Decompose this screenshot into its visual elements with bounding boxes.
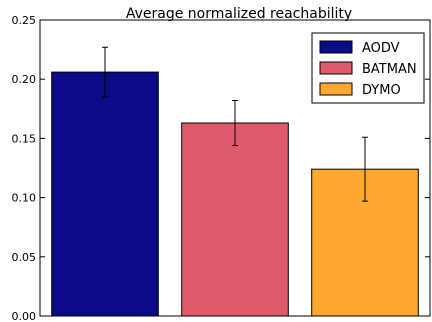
axes-group: 0.00 0.05 0.10 0.15 0.20 0.25 bbox=[12, 14, 431, 322]
bar-aodv bbox=[51, 71, 159, 317]
legend-swatch-aodv bbox=[319, 40, 353, 54]
y-tick-label: 0.05 bbox=[12, 251, 37, 264]
y-tick-label: 0.00 bbox=[12, 310, 37, 322]
legend-label-batman: BATMAN bbox=[362, 62, 417, 77]
bars-group bbox=[51, 71, 419, 317]
legend-swatch-batman bbox=[319, 61, 353, 75]
y-tick-label: 0.10 bbox=[12, 192, 37, 205]
legend-label-dymo: DYMO bbox=[362, 83, 401, 98]
error-bars-group bbox=[102, 46, 368, 202]
y-tick-label: 0.15 bbox=[12, 132, 37, 145]
chart-title: Average normalized reachability bbox=[126, 6, 352, 22]
bar-batman bbox=[181, 122, 289, 317]
y-tick-label: 0.25 bbox=[12, 14, 37, 27]
plot-frame bbox=[39, 19, 431, 317]
y-tick-label: 0.20 bbox=[12, 73, 37, 86]
legend: AODV BATMAN DYMO bbox=[311, 32, 425, 104]
legend-swatch-dymo bbox=[319, 82, 353, 96]
legend-label-aodv: AODV bbox=[362, 41, 400, 56]
